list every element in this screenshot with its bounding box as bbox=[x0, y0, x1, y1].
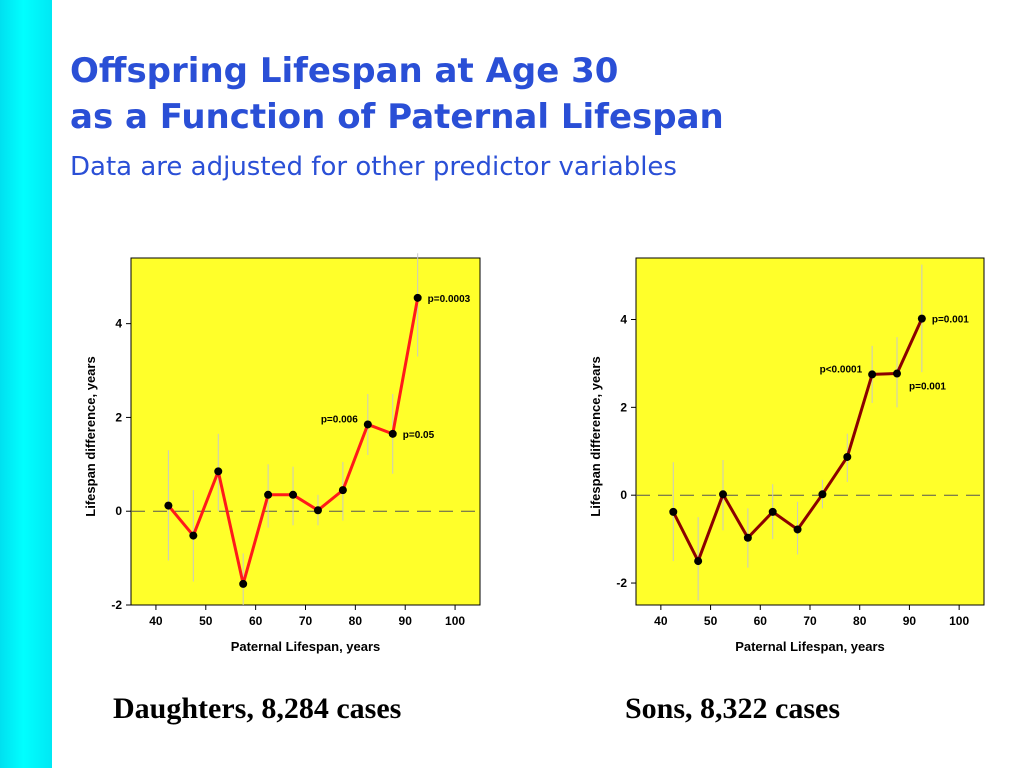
sons-data-point bbox=[768, 507, 777, 516]
daughters-data-point bbox=[264, 490, 273, 499]
title-line-1: Offspring Lifespan at Age 30 bbox=[70, 51, 619, 91]
sons-x-tick-label: 80 bbox=[853, 614, 867, 628]
sons-data-point bbox=[669, 507, 678, 516]
sons-p-value-annotation: p=0.001 bbox=[909, 382, 946, 393]
sons-data-point bbox=[793, 525, 802, 534]
daughters-data-point bbox=[313, 506, 322, 515]
daughters-x-tick-label: 90 bbox=[399, 614, 413, 628]
sons-x-tick-label: 100 bbox=[949, 614, 969, 628]
sons-y-tick-label: 4 bbox=[620, 312, 627, 326]
daughters-y-tick-label: 4 bbox=[115, 317, 122, 331]
daughters-x-tick-label: 70 bbox=[299, 614, 313, 628]
sons-data-point bbox=[719, 490, 727, 499]
sons-x-tick-label: 50 bbox=[704, 614, 718, 628]
daughters-p-value-annotation: p=0.05 bbox=[403, 430, 435, 441]
daughters-data-point bbox=[214, 467, 223, 476]
sons-caption: Sons, 8,322 cases bbox=[625, 692, 841, 725]
sons-data-point bbox=[743, 533, 752, 542]
daughters-data-point bbox=[388, 429, 397, 438]
daughters-data-point bbox=[363, 420, 372, 429]
sons-y-tick-label: 2 bbox=[620, 400, 627, 414]
daughters-y-tick-label: 0 bbox=[115, 504, 122, 518]
sons-y-tick-label: -2 bbox=[616, 576, 627, 590]
sons-p-value-annotation: p=0.001 bbox=[932, 315, 969, 326]
daughters-x-tick-label: 40 bbox=[149, 614, 163, 628]
daughters-y-axis-label: Lifespan difference, years bbox=[83, 356, 98, 516]
daughters-series-line bbox=[167, 297, 420, 586]
daughters-data-point bbox=[413, 293, 422, 302]
sons-plot-area bbox=[635, 257, 985, 606]
daughters-caption: Daughters, 8,284 cases bbox=[113, 692, 402, 725]
sons-x-axis-label: Paternal Lifespan, years bbox=[735, 639, 885, 654]
sons-p-value-annotation: p<0.0001 bbox=[820, 364, 863, 375]
daughters-x-axis-label: Paternal Lifespan, years bbox=[231, 639, 381, 654]
slide-subtitle: Data are adjusted for other predictor va… bbox=[70, 152, 677, 182]
daughters-data-point bbox=[164, 501, 173, 510]
daughters-x-tick-label: 80 bbox=[349, 614, 363, 628]
daughters-y-tick-label: 2 bbox=[115, 410, 122, 424]
daughters-x-tick-label: 60 bbox=[249, 614, 263, 628]
daughters-p-value-annotation: p=0.0003 bbox=[428, 294, 471, 305]
daughters-x-tick-label: 50 bbox=[199, 614, 213, 628]
sons-y-axis-label: Lifespan difference, years bbox=[588, 356, 603, 516]
daughters-data-point bbox=[239, 579, 248, 588]
sons-data-point bbox=[893, 369, 901, 378]
sons-data-point bbox=[843, 452, 852, 461]
sons-data-point bbox=[868, 370, 877, 379]
sons-data-point bbox=[818, 490, 827, 499]
sons-data-point bbox=[694, 557, 703, 566]
daughters-data-point bbox=[289, 490, 298, 499]
sons-series-line bbox=[671, 317, 924, 563]
slide-sidebar-stripe bbox=[0, 0, 52, 768]
sons-y-tick-label: 0 bbox=[620, 488, 627, 502]
sons-x-tick-label: 90 bbox=[903, 614, 917, 628]
sons-x-tick-label: 70 bbox=[803, 614, 817, 628]
daughters-data-point bbox=[189, 531, 198, 540]
title-line-2: as a Function of Paternal Lifespan bbox=[70, 97, 724, 137]
daughters-p-value-annotation: p=0.006 bbox=[321, 414, 358, 425]
daughters-plot-area bbox=[130, 257, 481, 606]
daughters-data-point bbox=[338, 486, 347, 495]
sons-x-tick-label: 60 bbox=[754, 614, 768, 628]
sons-x-tick-label: 40 bbox=[654, 614, 668, 628]
sons-data-point bbox=[917, 314, 926, 323]
daughters-y-tick-label: -2 bbox=[111, 598, 122, 612]
slide-title: Offspring Lifespan at Age 30 as a Functi… bbox=[70, 48, 724, 140]
daughters-x-tick-label: 100 bbox=[445, 614, 465, 628]
